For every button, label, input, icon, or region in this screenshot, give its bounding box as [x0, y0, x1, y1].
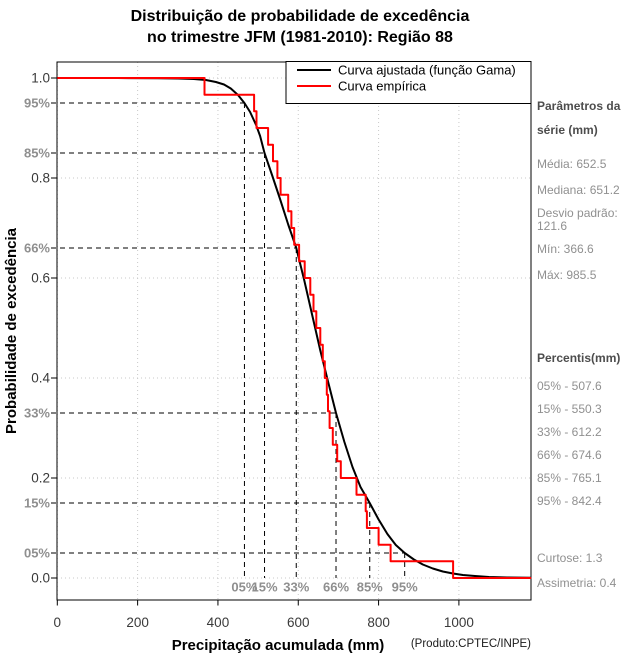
percentile-bottom-label: 85%	[357, 580, 383, 595]
y-tick-label: 1.0	[31, 71, 50, 86]
x-tick-label: 0	[54, 615, 62, 630]
exceedance-axis-label: 15%	[24, 496, 50, 511]
percentile-item: 95% - 842.4	[537, 494, 602, 508]
chart-title: Distribuição de probabilidade de excedên…	[0, 6, 600, 48]
x-tick-label: 400	[207, 615, 230, 630]
percentile-bottom-label: 95%	[392, 580, 418, 595]
y-tick-label: 0.6	[31, 271, 50, 286]
x-tick-label: 600	[287, 615, 310, 630]
stat-media: Média: 652.5	[537, 157, 607, 171]
exceedance-axis-label: 95%	[24, 96, 50, 111]
percentile-item: 15% - 550.3	[537, 402, 602, 416]
source-credit: (Produto:CPTEC/INPE)	[411, 638, 531, 650]
legend-frame	[285, 61, 532, 104]
y-tick-label: 0.8	[31, 171, 50, 186]
empirical-curve	[57, 77, 532, 579]
percentiles-heading: Percentis(mm)	[537, 351, 621, 365]
plot-border	[56, 61, 532, 601]
x-tick-label: 800	[367, 615, 390, 630]
x-tick-label: 200	[126, 615, 149, 630]
percentile-marker-layer: 95% 05% 85% 15% 66% 33% 33% 66% 15% 85% 05% 95%	[24, 96, 418, 595]
percentiles-list: 05% - 507.6 15% - 550.3 33% - 612.2 66% - 6…	[537, 380, 638, 508]
y-tick-label: 0.4	[31, 371, 50, 386]
x-axis-title: Precipitação acumulada (mm)	[172, 637, 385, 654]
y-axis-title: Probabilidade de excedência	[3, 227, 20, 434]
chart-title-line1: Distribuição de probabilidade de excedên…	[130, 8, 470, 25]
y-tick-label: 0.0	[31, 571, 50, 586]
percentile-item: 33% - 612.2	[537, 425, 602, 439]
legend-fitted-label: Curva ajustada (função Gama)	[338, 63, 516, 78]
axis-layer: 0 200 400 600 800 1000 1.0 0.8 0.6 0.4 0.2 0.0	[31, 71, 474, 631]
chart-title-line2: no trimestre JFM (1981-2010): Região 88	[147, 29, 453, 46]
grid-layer	[56, 62, 531, 600]
stat-max: Máx: 985.5	[537, 268, 597, 282]
stat-desvio: Desvio padrão: 121.6	[537, 206, 618, 233]
params-heading: Parâmetros da série (mm)	[537, 99, 621, 137]
percentile-bottom-label: 66%	[323, 580, 349, 595]
percentile-bottom-label: 15%	[252, 580, 278, 595]
percentile-item: 66% - 674.6	[537, 448, 602, 462]
stats-sidebar: Parâmetros da série (mm) Média: 652.5 Me…	[537, 94, 638, 590]
percentile-bottom-label: 05%	[231, 580, 257, 595]
legend-box: Curva ajustada (função Gama) Curva empír…	[285, 61, 532, 104]
exceedance-axis-label: 66%	[24, 241, 50, 256]
fitted-curve	[57, 77, 532, 579]
stat-min: Mín: 366.6	[537, 242, 594, 256]
exceedance-axis-label: 05%	[24, 546, 50, 561]
exceedance-axis-label: 33%	[24, 406, 50, 421]
legend-empirical-label: Curva empírica	[338, 79, 427, 94]
stat-assimetria: Assimetria: 0.4	[537, 576, 617, 590]
percentile-bottom-label: 33%	[283, 580, 309, 595]
stat-mediana: Mediana: 651.2	[537, 183, 620, 197]
stat-curtose: Curtose: 1.3	[537, 551, 603, 565]
x-tick-label: 1000	[444, 615, 474, 630]
y-tick-label: 0.2	[31, 471, 50, 486]
exceedance-axis-label: 85%	[24, 146, 50, 161]
percentile-item: 85% - 765.1	[537, 471, 602, 485]
percentile-item: 05% - 507.6	[537, 379, 602, 393]
curve-layer	[57, 77, 532, 579]
